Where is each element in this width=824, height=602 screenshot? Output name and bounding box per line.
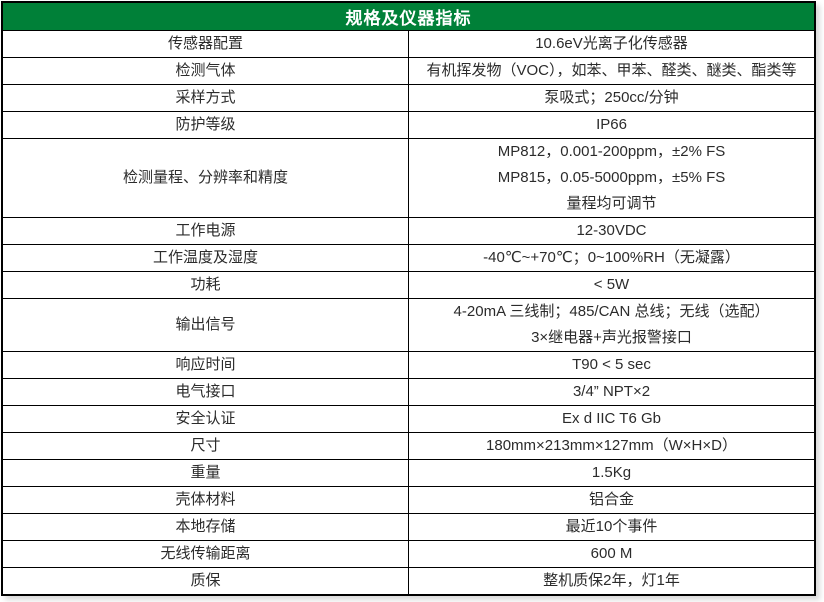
spec-label-text: 重量 [190,463,221,481]
spec-label-text: 防护等级 [175,115,236,133]
spec-value-line: IP66 [596,115,627,133]
spec-row: 电气接口 3/4” NPT×2 [1,377,816,406]
spec-value: 180mm×213mm×127mm（W×H×D） [408,431,816,460]
spec-sheet: 规格及仪器指标 传感器配置 10.6eV光离子化传感器 检测气体 有机挥发物（V… [1,1,816,596]
spec-label: 检测量程、分辨率和精度 [1,137,409,218]
title-row: 规格及仪器指标 [1,1,816,31]
spec-label: 工作温度及湿度 [1,243,409,272]
spec-row: 安全认证 Ex d IIC T6 Gb [1,404,816,433]
spec-label: 功耗 [1,270,409,299]
spec-row: 输出信号 4-20mA 三线制；485/CAN 总线；无线（选配） 3×继电器+… [1,297,816,352]
spec-row: 重量 1.5Kg [1,458,816,487]
spec-label-text: 电气接口 [175,382,236,400]
spec-value-line: MP815，0.05-5000ppm，±5% FS [497,168,726,186]
spec-value-line: -40℃~+70℃；0~100%RH（无凝露） [483,248,740,266]
spec-row: 质保 整机质保2年，灯1年 [1,566,816,595]
spec-value-line: 泵吸式；250cc/分钟 [544,88,679,106]
spec-label-text: 工作电源 [175,221,236,239]
spec-label: 质保 [1,566,409,595]
spec-row: 防护等级 IP66 [1,110,816,139]
spec-label-text: 采样方式 [175,88,236,106]
spec-value-line: 12-30VDC [576,221,647,239]
spec-label: 尺寸 [1,431,409,460]
spec-label-text: 检测量程、分辨率和精度 [122,168,288,186]
spec-value: 整机质保2年，灯1年 [408,566,816,595]
spec-value-line: 铝合金 [588,490,634,508]
spec-value-line: MP812，0.001-200ppm，±2% FS [497,142,726,160]
spec-value: 4-20mA 三线制；485/CAN 总线；无线（选配） 3×继电器+声光报警接… [408,297,816,352]
spec-label: 工作电源 [1,216,409,245]
spec-value: -40℃~+70℃；0~100%RH（无凝露） [408,243,816,272]
spec-value: 600 M [408,539,816,568]
spec-row: 检测气体 有机挥发物（VOC），如苯、甲苯、醛类、醚类、酯类等 [1,56,816,85]
spec-label-text: 功耗 [190,275,221,293]
spec-row: 工作温度及湿度 -40℃~+70℃；0~100%RH（无凝露） [1,243,816,272]
spec-label-text: 无线传输距离 [160,544,251,562]
spec-row: 采样方式 泵吸式；250cc/分钟 [1,83,816,112]
spec-value-line: 10.6eV光离子化传感器 [535,34,688,52]
spec-label-text: 尺寸 [190,436,221,454]
spec-value: 泵吸式；250cc/分钟 [408,83,816,112]
spec-label-text: 传感器配置 [167,34,243,52]
spec-label: 电气接口 [1,377,409,406]
spec-value-line: Ex d IIC T6 Gb [562,409,661,427]
spec-value: Ex d IIC T6 Gb [408,404,816,433]
spec-table: 规格及仪器指标 传感器配置 10.6eV光离子化传感器 检测气体 有机挥发物（V… [1,1,816,596]
spec-value-line: 有机挥发物（VOC），如苯、甲苯、醛类、醚类、酯类等 [426,61,797,79]
spec-value: IP66 [408,110,816,139]
spec-label-text: 质保 [190,571,221,589]
table-title: 规格及仪器指标 [1,1,816,31]
spec-value-line: 600 M [590,544,633,562]
spec-value-line: 3/4” NPT×2 [572,382,651,400]
spec-value: 有机挥发物（VOC），如苯、甲苯、醛类、醚类、酯类等 [408,56,816,85]
spec-value-line: 3×继电器+声光报警接口 [531,328,692,346]
spec-row: 无线传输距离 600 M [1,539,816,568]
spec-row: 工作电源 12-30VDC [1,216,816,245]
spec-label: 无线传输距离 [1,539,409,568]
spec-label: 传感器配置 [1,29,409,58]
spec-label-text: 响应时间 [175,355,236,373]
spec-value-line: 1.5Kg [591,463,632,481]
spec-value-line: 最近10个事件 [565,517,658,535]
spec-value: 最近10个事件 [408,512,816,541]
spec-value: 12-30VDC [408,216,816,245]
spec-label-text: 安全认证 [175,409,236,427]
spec-row: 检测量程、分辨率和精度 MP812，0.001-200ppm，±2% FS MP… [1,137,816,218]
spec-label: 输出信号 [1,297,409,352]
spec-value-line: < 5W [593,275,630,293]
spec-value-line: T90 < 5 sec [572,355,651,373]
spec-row: 壳体材料 铝合金 [1,485,816,514]
spec-label: 安全认证 [1,404,409,433]
spec-value: 1.5Kg [408,458,816,487]
spec-label: 重量 [1,458,409,487]
spec-label-text: 工作温度及湿度 [152,248,258,266]
spec-label-text: 壳体材料 [175,490,236,508]
spec-value-line: 180mm×213mm×127mm（W×H×D） [486,436,737,454]
spec-value: 铝合金 [408,485,816,514]
spec-label: 采样方式 [1,83,409,112]
spec-label: 检测气体 [1,56,409,85]
spec-row: 传感器配置 10.6eV光离子化传感器 [1,29,816,58]
spec-label: 壳体材料 [1,485,409,514]
spec-value-line: 整机质保2年，灯1年 [543,571,680,589]
spec-label-text: 输出信号 [175,315,236,333]
spec-label: 响应时间 [1,350,409,379]
spec-label: 本地存储 [1,512,409,541]
spec-value: 3/4” NPT×2 [408,377,816,406]
spec-row: 本地存储 最近10个事件 [1,512,816,541]
spec-row: 功耗 < 5W [1,270,816,299]
spec-value: T90 < 5 sec [408,350,816,379]
spec-row: 尺寸 180mm×213mm×127mm（W×H×D） [1,431,816,460]
spec-value-line: 4-20mA 三线制；485/CAN 总线；无线（选配） [453,302,770,320]
spec-label-text: 本地存储 [175,517,236,535]
spec-value-line: 量程均可调节 [566,194,657,212]
spec-value: MP812，0.001-200ppm，±2% FS MP815，0.05-500… [408,137,816,218]
spec-value: < 5W [408,270,816,299]
spec-label-text: 检测气体 [175,61,236,79]
spec-label: 防护等级 [1,110,409,139]
spec-value: 10.6eV光离子化传感器 [408,29,816,58]
spec-row: 响应时间 T90 < 5 sec [1,350,816,379]
